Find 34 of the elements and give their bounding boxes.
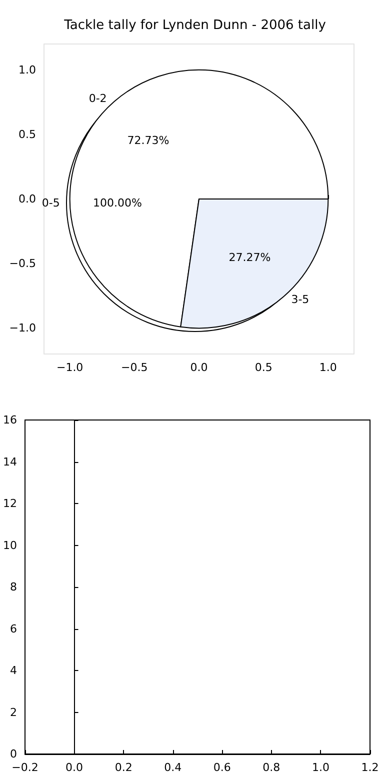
x-tick-label: −0.5 [121, 361, 148, 374]
x-tick-label: 1.0 [312, 761, 330, 774]
annotation: 0-5 [42, 196, 60, 210]
data-label: 72.73% [127, 134, 170, 147]
slice-label: 0-2 [88, 92, 107, 105]
y-tick-label: 14 [2, 455, 17, 468]
x-tick-label: 0.2 [114, 761, 132, 774]
y-tick-label: 0 [10, 748, 17, 760]
y-tick-label: 2 [10, 706, 17, 719]
y-tick-label: 16 [2, 414, 17, 426]
slice-label: 3-5 [291, 293, 310, 306]
y-tick-label: 0.5 [18, 128, 36, 141]
y-tick-label: −0.5 [9, 257, 36, 270]
y-tick-label: 1.0 [18, 63, 36, 76]
x-tick-label: 0.0 [66, 761, 84, 774]
y-tick-label: 12 [2, 497, 17, 510]
x-tick-label: 0.6 [213, 761, 231, 774]
x-tick-label: 1.0 [319, 361, 337, 374]
y-tick-label: 6 [10, 622, 17, 636]
x-tick-label: −1.0 [56, 361, 84, 374]
x-tick-label: 1.2 [361, 761, 379, 774]
x-tick-label: 0.8 [262, 761, 280, 774]
x-tick-label: 0.5 [254, 361, 272, 374]
y-tick-label: 8 [10, 580, 17, 594]
annotation: 100.00% [93, 196, 142, 210]
data-label: 27.27% [228, 251, 271, 264]
x-tick-label: −0.2 [12, 761, 38, 774]
y-tick-label: −1.0 [9, 322, 36, 335]
y-tick-label: 10 [2, 538, 17, 552]
y-tick-label: 0.0 [18, 192, 36, 206]
x-tick-label: 0.0 [190, 361, 208, 374]
chart-title: Tackle tally for Lynden Dunn - 2006 tally [63, 18, 326, 33]
x-tick-label: 0.4 [164, 761, 182, 774]
y-tick-label: 4 [10, 664, 17, 677]
